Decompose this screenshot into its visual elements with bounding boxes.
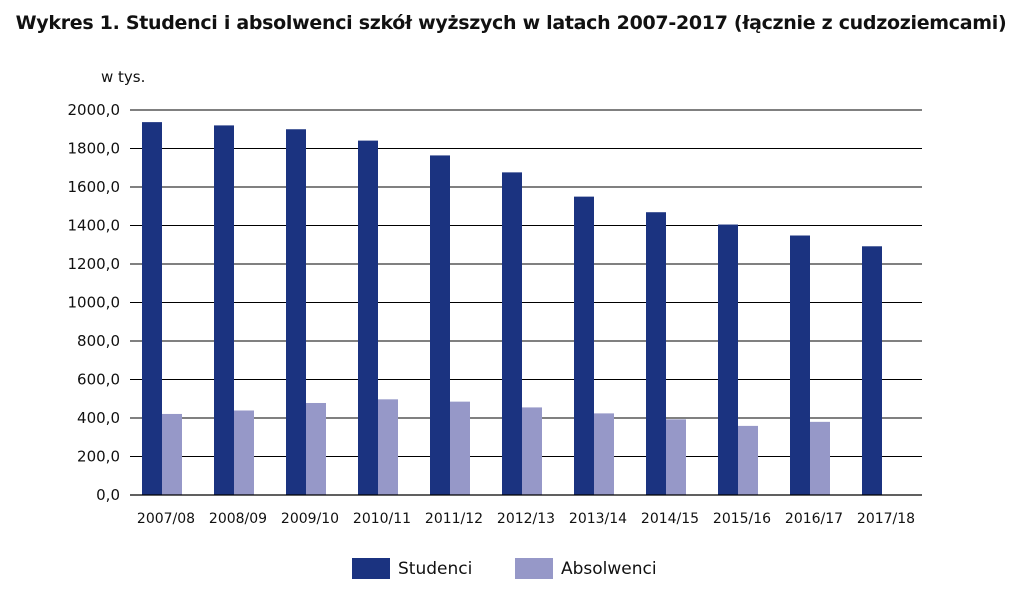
bar-studenci bbox=[214, 125, 234, 496]
x-tick-label: 2016/17 bbox=[785, 511, 843, 527]
bar-studenci bbox=[358, 140, 378, 496]
bar-studenci bbox=[790, 235, 810, 495]
bar-studenci bbox=[142, 122, 162, 495]
bar-absolwenci bbox=[378, 399, 398, 495]
legend-swatch-studenci bbox=[352, 558, 390, 579]
bar-absolwenci bbox=[234, 410, 254, 495]
y-tick-label: 200,0 bbox=[77, 448, 120, 466]
bar-absolwenci bbox=[522, 407, 542, 495]
x-tick-label: 2014/15 bbox=[641, 511, 699, 527]
x-tick-label: 2011/12 bbox=[425, 511, 483, 527]
y-tick-label: 1400,0 bbox=[68, 217, 121, 235]
bar-studenci bbox=[718, 224, 738, 495]
y-tick-label: 0,0 bbox=[96, 486, 120, 504]
y-tick-label: 2000,0 bbox=[68, 101, 121, 119]
x-tick-label: 2007/08 bbox=[137, 511, 195, 527]
x-tick-label: 2009/10 bbox=[281, 511, 339, 527]
bar-studenci bbox=[430, 155, 450, 495]
y-tick-label: 800,0 bbox=[77, 332, 120, 350]
x-tick-label: 2015/16 bbox=[713, 511, 771, 527]
y-tick-label: 1000,0 bbox=[68, 294, 121, 312]
bar-studenci bbox=[502, 172, 522, 495]
y-tick-label: 600,0 bbox=[77, 371, 120, 389]
x-tick-label: 2008/09 bbox=[209, 511, 267, 527]
x-tick-label: 2017/18 bbox=[857, 511, 915, 527]
y-tick-label: 1800,0 bbox=[68, 140, 121, 158]
bar-absolwenci bbox=[810, 421, 830, 495]
legend-label-studenci: Studenci bbox=[398, 559, 472, 579]
legend-label-absolwenci: Absolwenci bbox=[561, 559, 657, 579]
bar-studenci bbox=[286, 129, 306, 495]
y-tick-label: 1200,0 bbox=[68, 255, 121, 273]
y-tick-label: 1600,0 bbox=[68, 178, 121, 196]
bar-absolwenci bbox=[666, 419, 686, 495]
bar-absolwenci bbox=[306, 402, 326, 495]
bar-absolwenci bbox=[162, 413, 182, 495]
x-tick-label: 2010/11 bbox=[353, 511, 411, 527]
bar-absolwenci bbox=[594, 413, 614, 495]
x-tick-label: 2012/13 bbox=[497, 511, 555, 527]
chart-title: Wykres 1. Studenci i absolwenci szkół wy… bbox=[15, 12, 1007, 34]
bar-absolwenci bbox=[738, 425, 758, 495]
bar-studenci bbox=[646, 212, 666, 495]
y-axis-unit-label: w tys. bbox=[101, 68, 145, 86]
bar-studenci bbox=[862, 246, 882, 495]
bar-absolwenci bbox=[450, 401, 470, 495]
bar-studenci bbox=[574, 196, 594, 495]
legend-swatch-absolwenci bbox=[515, 558, 553, 579]
y-tick-label: 400,0 bbox=[77, 409, 120, 427]
x-tick-label: 2013/14 bbox=[569, 511, 627, 527]
